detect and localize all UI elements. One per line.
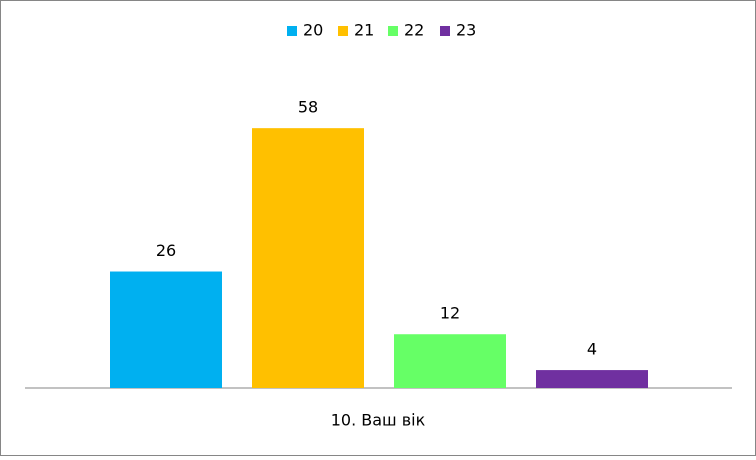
legend-label: 23 <box>456 21 476 40</box>
x-tick-label: 10. Ваш вік <box>331 411 426 430</box>
data-label: 26 <box>156 241 176 260</box>
legend-swatch <box>287 26 297 36</box>
data-label: 4 <box>587 340 597 359</box>
bar <box>394 334 506 388</box>
bar <box>252 128 364 388</box>
legend-label: 21 <box>354 21 374 40</box>
legend-swatch <box>338 26 348 36</box>
bar <box>536 370 648 388</box>
bar <box>110 271 222 388</box>
legend-label: 20 <box>303 21 323 40</box>
legend-swatch <box>388 26 398 36</box>
data-label: 12 <box>440 304 460 323</box>
data-label: 58 <box>298 98 318 117</box>
legend-label: 22 <box>404 21 424 40</box>
legend-swatch <box>440 26 450 36</box>
